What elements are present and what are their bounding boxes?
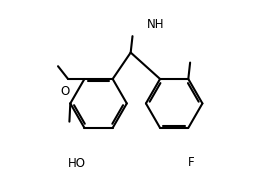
Text: HO: HO xyxy=(68,157,86,170)
Text: O: O xyxy=(60,85,69,98)
Text: F: F xyxy=(188,156,195,169)
Text: NH: NH xyxy=(147,18,164,31)
